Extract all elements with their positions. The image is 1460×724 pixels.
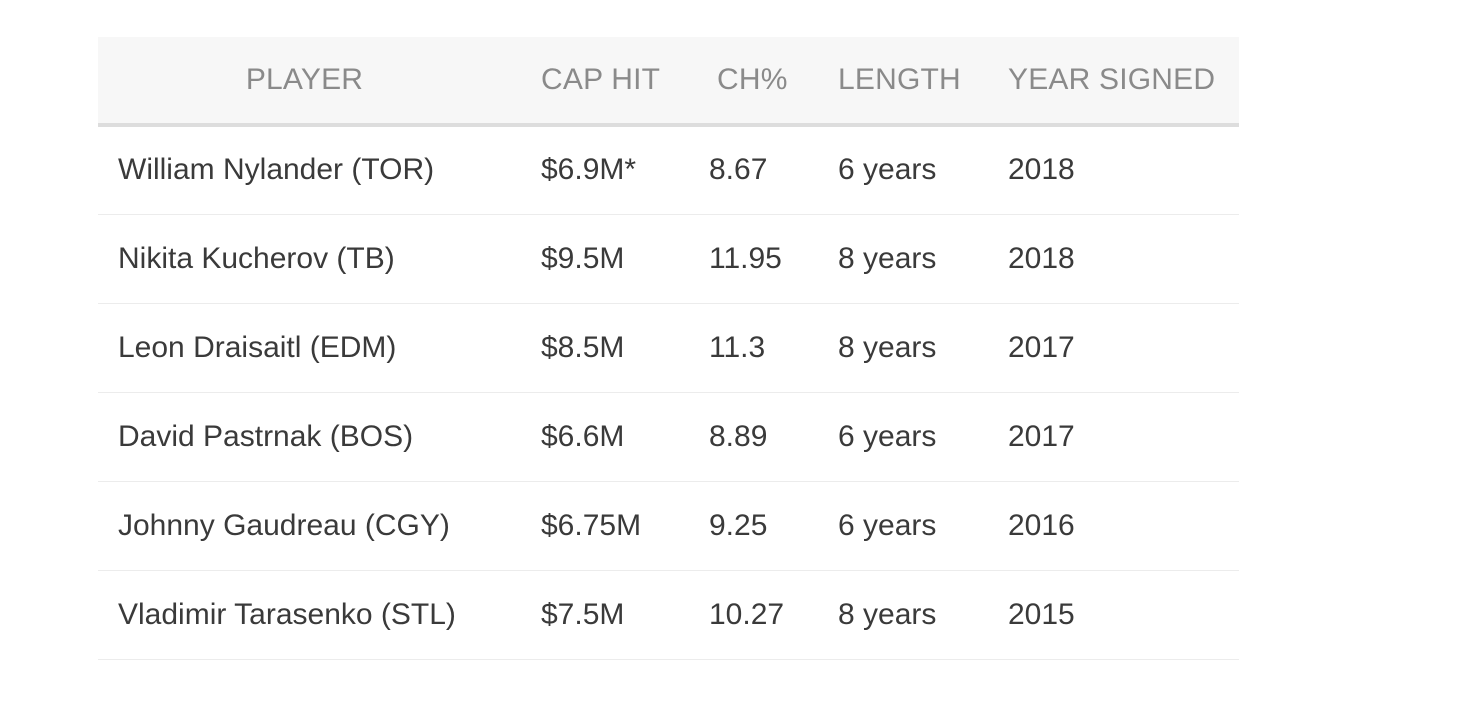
table-row: Leon Draisaitl (EDM) $8.5M 11.3 8 years …	[98, 303, 1239, 393]
cell-player: Leon Draisaitl (EDM)	[98, 303, 521, 393]
cell-ch-percent: 11.95	[691, 214, 820, 304]
cell-length: 6 years	[820, 392, 990, 482]
cell-cap-hit: $9.5M	[521, 214, 691, 304]
cell-year-signed: 2017	[990, 303, 1239, 393]
cell-length: 8 years	[820, 570, 990, 660]
table-header: PLAYER CAP HIT CH% LENGTH YEAR SIGNED	[98, 37, 1239, 127]
cell-length: 8 years	[820, 214, 990, 304]
cell-length: 6 years	[820, 481, 990, 571]
column-header-cap-hit[interactable]: CAP HIT	[521, 37, 691, 127]
cell-player: Vladimir Tarasenko (STL)	[98, 570, 521, 660]
table-row: David Pastrnak (BOS) $6.6M 8.89 6 years …	[98, 392, 1239, 482]
cell-year-signed: 2018	[990, 214, 1239, 304]
table-row: William Nylander (TOR) $6.9M* 8.67 6 yea…	[98, 125, 1239, 215]
column-header-player[interactable]: PLAYER	[98, 37, 521, 127]
header-row: PLAYER CAP HIT CH% LENGTH YEAR SIGNED	[98, 37, 1239, 127]
cell-cap-hit: $6.9M*	[521, 125, 691, 215]
cell-player: William Nylander (TOR)	[98, 125, 521, 215]
table-row: Johnny Gaudreau (CGY) $6.75M 9.25 6 year…	[98, 481, 1239, 571]
cell-ch-percent: 9.25	[691, 481, 820, 571]
column-header-year-signed[interactable]: YEAR SIGNED	[990, 37, 1239, 127]
cell-year-signed: 2016	[990, 481, 1239, 571]
cell-player: Nikita Kucherov (TB)	[98, 214, 521, 304]
table-row: Nikita Kucherov (TB) $9.5M 11.95 8 years…	[98, 214, 1239, 304]
cell-cap-hit: $7.5M	[521, 570, 691, 660]
contracts-table-container: PLAYER CAP HIT CH% LENGTH YEAR SIGNED Wi…	[98, 37, 1239, 660]
table-row: Vladimir Tarasenko (STL) $7.5M 10.27 8 y…	[98, 570, 1239, 660]
cell-ch-percent: 11.3	[691, 303, 820, 393]
cell-ch-percent: 8.67	[691, 125, 820, 215]
table-body: William Nylander (TOR) $6.9M* 8.67 6 yea…	[98, 125, 1239, 660]
cell-year-signed: 2017	[990, 392, 1239, 482]
cell-player: David Pastrnak (BOS)	[98, 392, 521, 482]
column-header-length[interactable]: LENGTH	[820, 37, 990, 127]
cell-cap-hit: $8.5M	[521, 303, 691, 393]
cell-length: 8 years	[820, 303, 990, 393]
cell-length: 6 years	[820, 125, 990, 215]
column-header-ch-percent[interactable]: CH%	[691, 37, 820, 127]
cell-player: Johnny Gaudreau (CGY)	[98, 481, 521, 571]
cell-year-signed: 2018	[990, 125, 1239, 215]
cell-cap-hit: $6.75M	[521, 481, 691, 571]
cell-cap-hit: $6.6M	[521, 392, 691, 482]
cell-ch-percent: 8.89	[691, 392, 820, 482]
cell-year-signed: 2015	[990, 570, 1239, 660]
cell-ch-percent: 10.27	[691, 570, 820, 660]
contracts-table: PLAYER CAP HIT CH% LENGTH YEAR SIGNED Wi…	[98, 37, 1239, 660]
